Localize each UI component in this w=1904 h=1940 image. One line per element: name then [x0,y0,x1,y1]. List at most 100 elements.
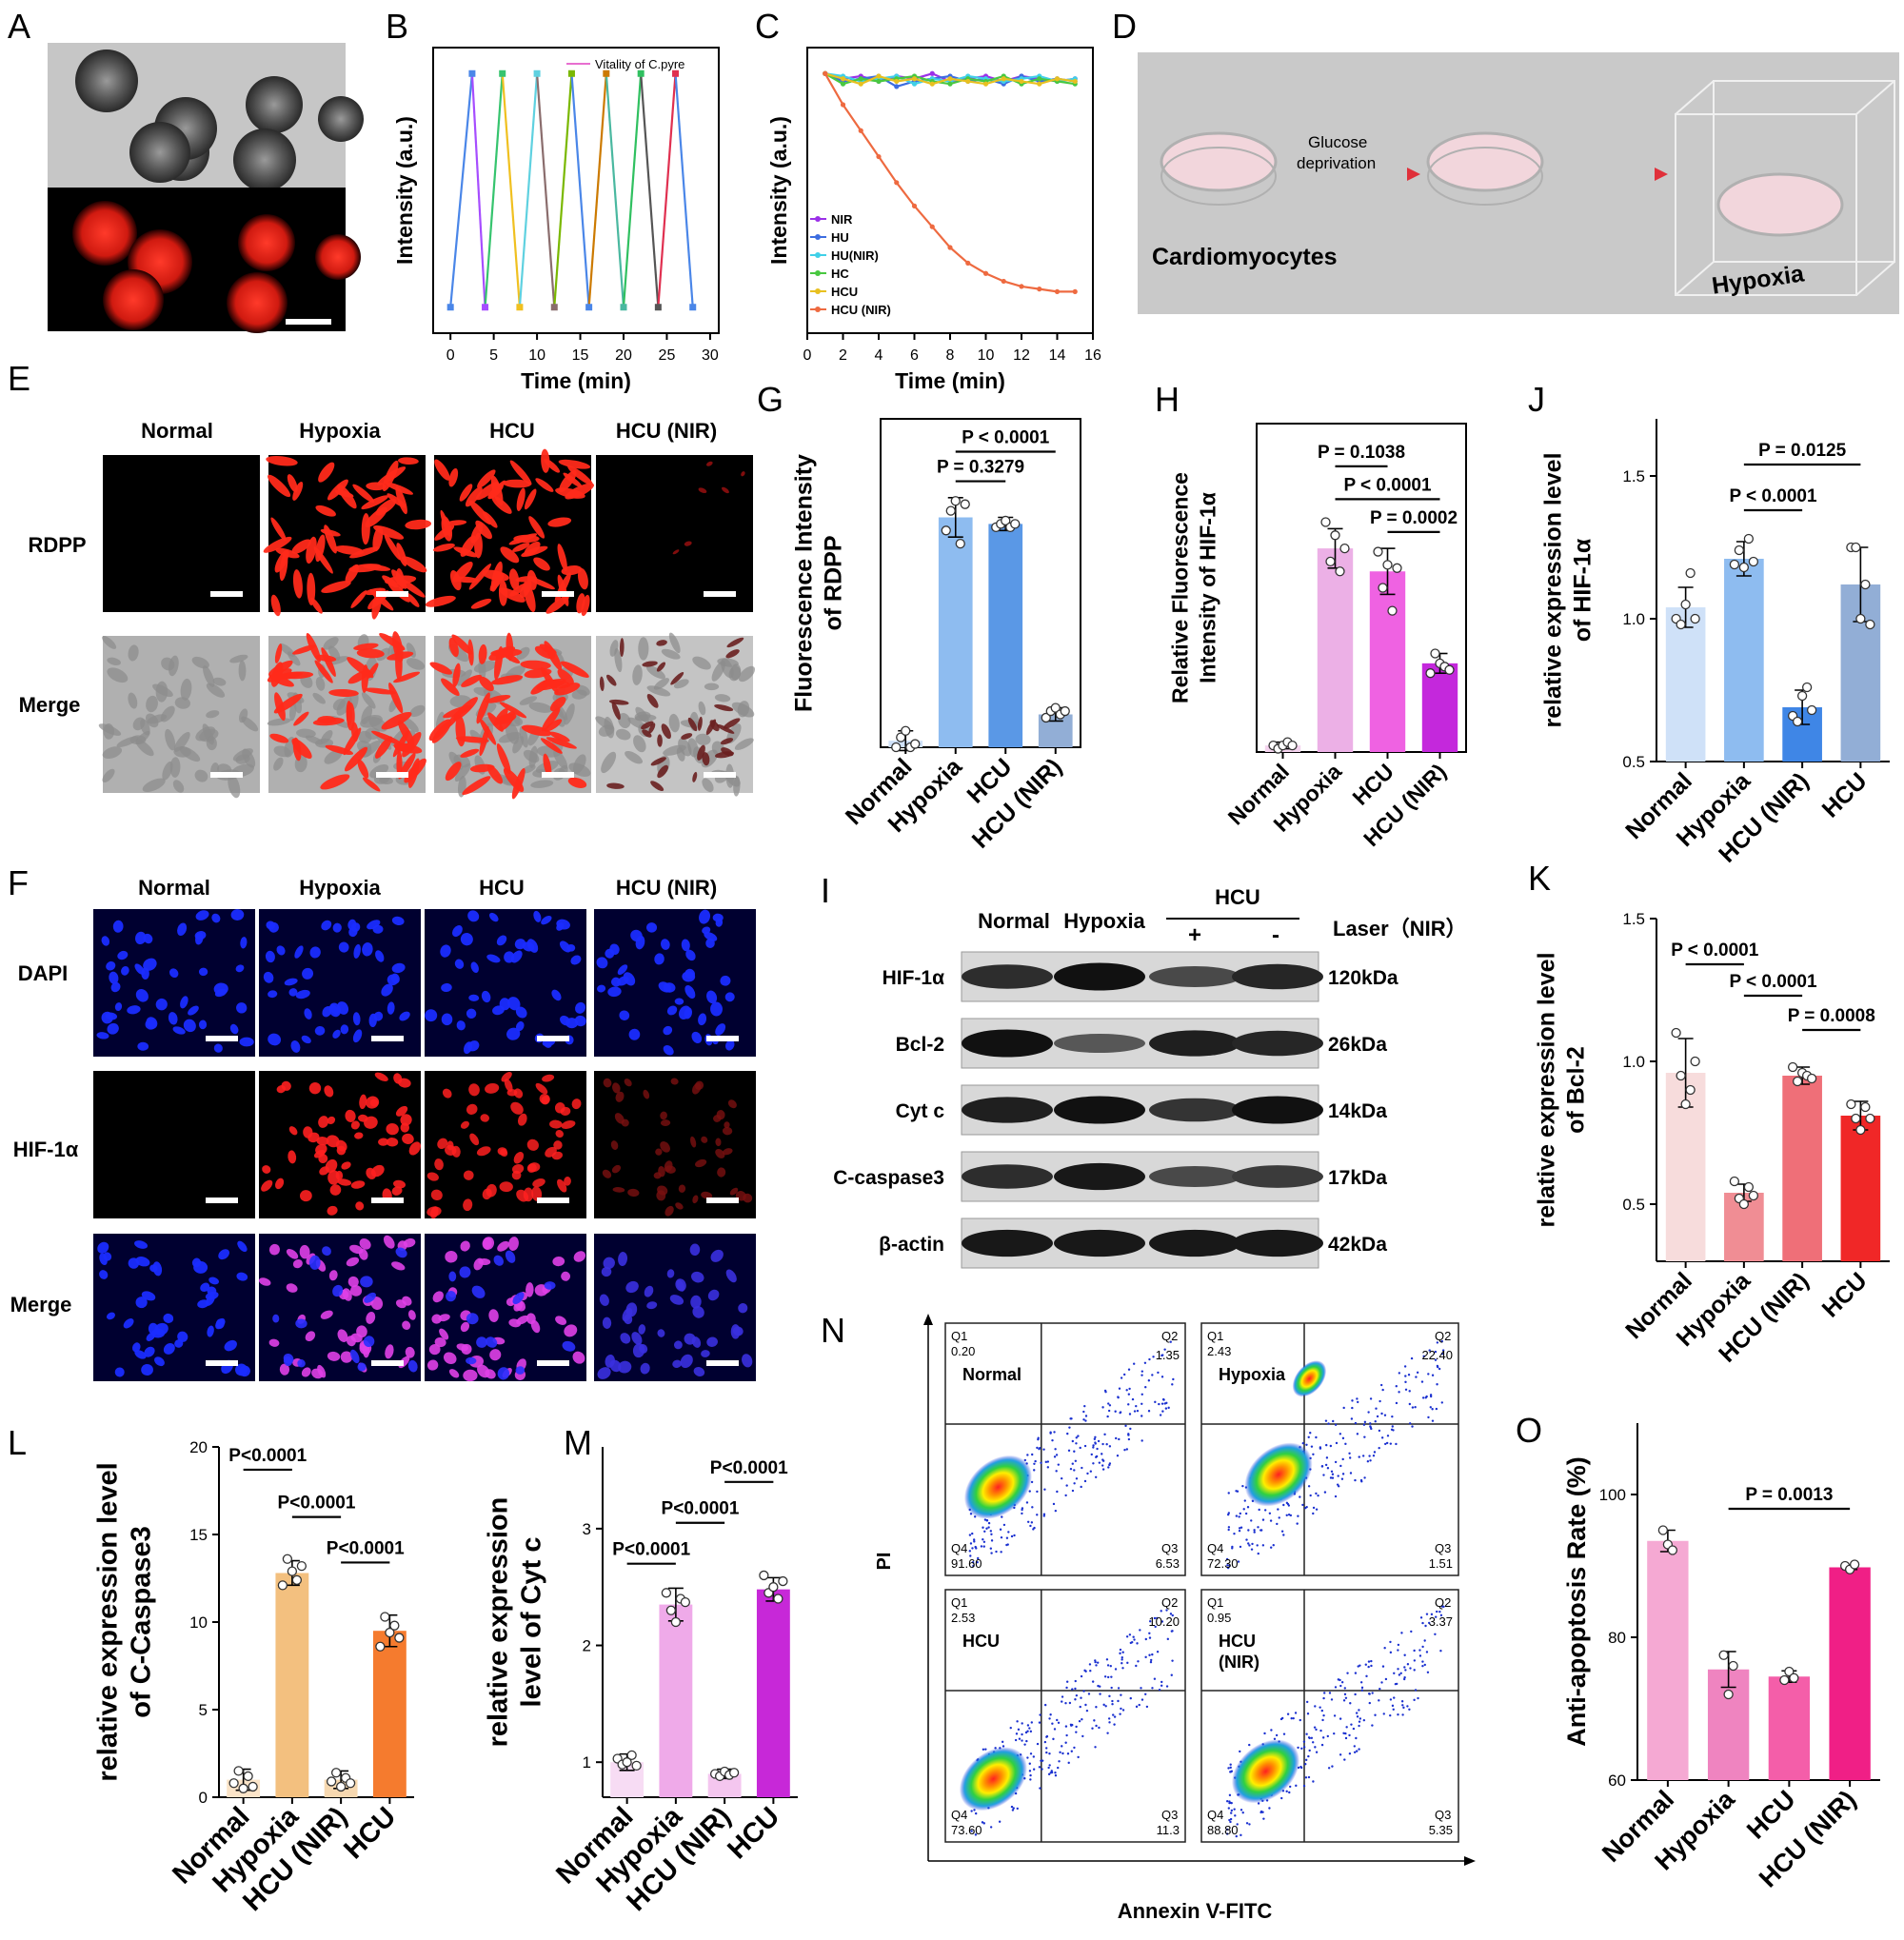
event-dot [1069,1417,1072,1420]
cell [726,637,744,648]
cell [322,1246,331,1257]
cell [516,1315,529,1325]
cell [305,735,324,745]
event-dot [1136,1642,1139,1645]
cell [460,1321,470,1333]
event-dot [1119,1411,1122,1414]
cell [603,1078,612,1088]
event-dot [1424,1624,1427,1628]
p-value-label: P < 0.0001 [1343,475,1432,495]
data-point [982,81,989,87]
cell [596,957,608,969]
data-point [1748,556,1759,567]
event-dot [1368,1701,1371,1705]
event-dot [1047,1772,1051,1776]
event-dot [1358,1724,1360,1728]
cell [211,913,221,923]
event-dot [1374,1420,1377,1423]
cell [320,774,350,790]
cell [535,478,554,492]
cell [624,1079,632,1087]
event-dot [1310,1736,1314,1739]
cell [512,1292,525,1305]
event-dot [1105,1658,1109,1661]
data-point [622,1757,632,1768]
cell [183,1019,196,1033]
quadrant-q3-label: Q3 [1161,1808,1178,1822]
event-dot [1156,1651,1160,1653]
event-dot [1398,1673,1401,1676]
line-segment [640,73,660,307]
cell [666,1005,678,1016]
cell [541,915,552,925]
event-dot [1349,1702,1352,1705]
cell [303,1126,313,1138]
event-dot [1101,1468,1105,1471]
event-dot [1143,1361,1147,1365]
cell [571,689,587,700]
event-dot [1441,1349,1445,1352]
cell [508,533,538,545]
event-dot [1227,1492,1230,1495]
event-dot [1121,1667,1124,1670]
cell [681,733,693,740]
cell [555,1130,564,1138]
legend-marker [815,307,821,312]
cell [173,746,191,758]
event-dot [1127,1403,1130,1406]
row-label-dapi: DAPI [18,961,69,985]
data-point [446,304,454,311]
cell [673,679,689,689]
event-dot [1294,1712,1298,1714]
cell [439,1328,449,1340]
cell [698,701,706,716]
cell [273,757,284,771]
event-dot [1351,1399,1354,1402]
panel-label-c: C [755,7,780,46]
cell [362,740,381,758]
category-label: HCU [722,1801,785,1865]
event-dot [1039,1787,1041,1790]
event-dot [1315,1492,1318,1495]
cell [345,1109,356,1122]
event-dot [1140,1402,1143,1405]
event-dot [1235,1490,1238,1493]
cell [512,1163,525,1174]
cell [355,1201,365,1211]
col-header-hypoxia: Hypoxia [299,419,381,443]
cell [644,1285,654,1297]
category-label: HCU [1817,1267,1873,1322]
event-dot [1101,1406,1104,1409]
data-point [1680,1099,1691,1110]
cell [493,1255,504,1266]
event-dot [1360,1689,1364,1692]
event-dot [1108,1721,1111,1724]
cell [663,1025,673,1036]
cell [486,954,501,963]
size-label: 17kDa [1328,1167,1387,1189]
cell [242,748,256,768]
event-dot [1018,1737,1021,1740]
cell [357,1362,367,1372]
event-dot [1227,1528,1230,1532]
data-point [670,1616,682,1628]
cell [499,702,527,719]
data-point [1738,1198,1750,1210]
event-dot [1047,1766,1050,1770]
data-point [759,1570,769,1581]
band [1149,1229,1240,1257]
event-dot [1312,1453,1315,1455]
cell [655,1148,663,1156]
cell [102,768,115,783]
event-dot [989,1547,993,1550]
event-dot [1312,1506,1316,1510]
event-dot [1151,1653,1154,1656]
cell [198,1019,208,1030]
event-dot [1357,1400,1359,1404]
event-dot [1355,1712,1359,1714]
cell [346,1336,356,1347]
cell [643,1089,650,1099]
event-dot [1013,1534,1016,1537]
cell [720,975,731,986]
quadrant-q2-value: 1.35 [1156,1348,1180,1362]
